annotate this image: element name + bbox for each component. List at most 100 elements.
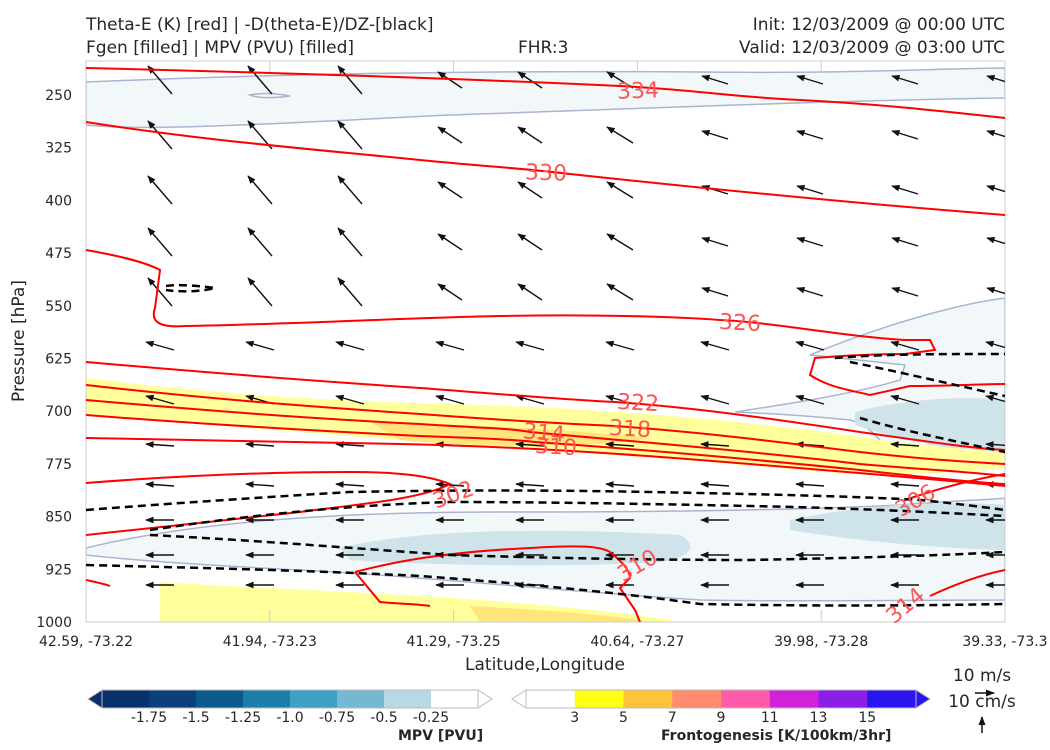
wind-arrow (147, 227, 173, 257)
contour-label: 310 (534, 434, 577, 461)
wind-arrow (606, 283, 634, 301)
mpv-colorbar: -1.75 -1.5 -1.25 -1.0 -0.75 -0.5 -0.25 (87, 689, 493, 726)
y-tick-label: 1000 (36, 615, 72, 631)
fgen-colorbar: 3 5 7 9 11 13 15 (511, 689, 931, 726)
wind-arrow (337, 277, 363, 307)
theta-e-contours (86, 67, 1005, 622)
colorbar-tick-label: 13 (810, 710, 828, 726)
colorbar-extend (87, 689, 103, 709)
colorbar-tick-label: 11 (761, 710, 779, 726)
gradient-contour (149, 533, 1005, 562)
colorbar-swatch (337, 690, 385, 708)
wind-arrow (986, 185, 1005, 193)
colorbar-tick-label: 3 (570, 710, 579, 726)
colorbar-swatch (384, 690, 432, 708)
wind-arrow (795, 394, 825, 405)
theta-e-contour (86, 579, 111, 587)
colorbar-swatch (818, 690, 868, 708)
wind-arrow (606, 233, 634, 251)
x-tick-label: 40.64, -73.27 (590, 634, 684, 650)
fgen-fill (470, 606, 650, 622)
wind-arrow (147, 120, 173, 150)
filled-contours (86, 67, 1005, 622)
wind-arrow (147, 277, 173, 307)
wind-arrow (515, 481, 545, 488)
gradient-contour (165, 283, 216, 293)
wind-arrow (337, 175, 363, 205)
colorbar-tick-label: 15 (858, 710, 876, 726)
colorbar-swatch (623, 690, 673, 708)
init-time: Init: 12/03/2009 @ 00:00 UTC (752, 15, 1005, 35)
x-tick-label: 39.33, -73.3 (962, 634, 1047, 650)
colorbar-tick-label: -1.25 (225, 710, 261, 726)
x-tick-label: 41.29, -73.25 (407, 634, 501, 650)
fgen-colorbar-label: Frontogenesis [K/100km/3hr] (661, 728, 892, 744)
contour-label: 322 (616, 390, 659, 417)
wind-arrow (517, 283, 543, 301)
gradient-contour (149, 500, 1005, 532)
x-tick-label: 39.98, -73.28 (774, 634, 868, 650)
wind-arrow (986, 287, 1005, 295)
wind-arrow (890, 394, 920, 405)
wind-arrow (795, 340, 825, 351)
gradient-contour (86, 563, 1005, 607)
wind-arrow (985, 394, 1005, 403)
contour-label: 334 (617, 78, 660, 104)
colorbar-extend (511, 689, 527, 709)
contour-label: 330 (525, 160, 568, 186)
wind-arrow (247, 227, 273, 257)
y-tick-label: 700 (45, 404, 72, 420)
wind-arrow (985, 340, 1005, 349)
colorbar-tick-label: 7 (668, 710, 677, 726)
theta-e-contour (86, 384, 1005, 465)
wind-arrow (701, 287, 729, 297)
contour-label: 314 (522, 419, 566, 448)
wind-arrow (605, 481, 635, 488)
theta-e-contour (929, 569, 1005, 597)
x-axis: 42.59, -73.22 41.94, -73.23 41.29, -73.25 4… (39, 634, 1048, 650)
wind-arrow (247, 277, 273, 307)
wind-arrow (796, 130, 824, 140)
wind-arrow (986, 130, 1005, 138)
gradient-contours (86, 283, 1005, 607)
wind-arrow (437, 283, 463, 301)
title-line-2: Fgen [filled] | MPV (PVU) [filled] (86, 38, 355, 58)
gradient-contour (859, 416, 1005, 454)
wind-arrow (517, 181, 543, 199)
y-tick-label: 850 (45, 510, 72, 526)
wind-arrow (337, 120, 363, 150)
contour-label: 326 (718, 310, 761, 337)
y-tick-label: 625 (45, 352, 72, 368)
wind-arrow (700, 394, 730, 405)
theta-e-contour (86, 361, 1005, 451)
fgen-fill (86, 378, 1005, 475)
mpv-fill (790, 503, 1005, 550)
wind-arrow (890, 340, 920, 351)
wind-arrow (985, 441, 1005, 448)
wind-arrow (891, 287, 919, 297)
y-tick-label: 925 (45, 562, 72, 578)
wind-arrow (517, 71, 543, 89)
valid-time: Valid: 12/03/2009 @ 03:00 UTC (739, 38, 1005, 58)
title-line-1: Theta-E (K) [red] | -D(theta-E)/DZ-[blac… (86, 15, 434, 35)
y-tick-label: 475 (45, 246, 72, 262)
theta-e-contour (354, 545, 641, 622)
colorbar-swatch (574, 690, 624, 708)
colorbar-tick-label: 9 (717, 710, 726, 726)
y-tick-label: 325 (45, 141, 72, 157)
theta-e-contour (86, 67, 1005, 119)
wind-arrow (335, 441, 365, 448)
forecast-hour: FHR:3 (518, 38, 569, 58)
colorbar-tick-label: -1.5 (182, 710, 209, 726)
wind-arrow (796, 237, 824, 247)
y-tick-label: 400 (45, 193, 72, 209)
theta-e-contour (86, 437, 1005, 487)
wind-arrow (245, 340, 275, 351)
theta-e-contour (86, 399, 1005, 477)
wind-arrow (701, 237, 729, 247)
colorbar-swatch (867, 690, 917, 708)
colorbar-tick-label: 5 (619, 710, 628, 726)
wind-arrow (605, 340, 635, 351)
fgen-fill (370, 422, 650, 446)
wind-key: 10 m/s 10 cm/s (948, 666, 1016, 733)
